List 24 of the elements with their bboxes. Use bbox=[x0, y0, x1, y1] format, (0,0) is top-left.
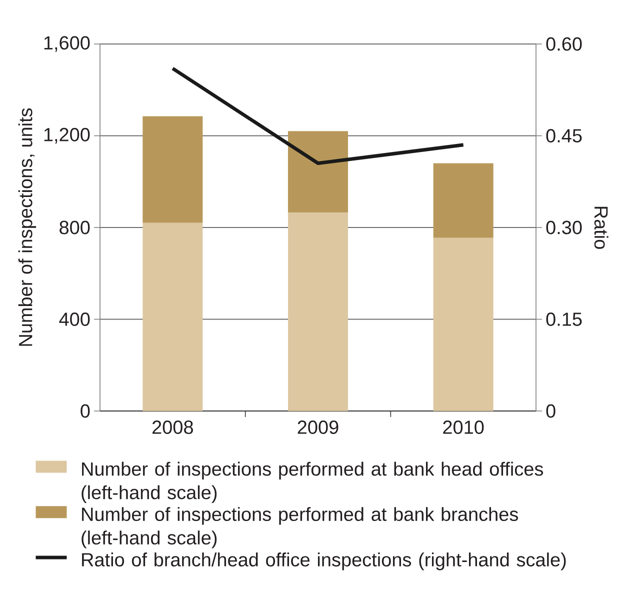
bar bbox=[142, 116, 203, 223]
y2-tick-label: 0.45 bbox=[546, 129, 582, 142]
y-tick-label: 1,600 bbox=[44, 36, 90, 52]
y2-tick-label: 0.60 bbox=[546, 37, 582, 51]
y2-tick-label: 0 bbox=[546, 404, 556, 418]
y2-tick-label: 0.30 bbox=[546, 220, 582, 234]
bar bbox=[433, 238, 494, 411]
y2-axis-title: Ratio bbox=[594, 206, 608, 249]
legend-label: Number of inspections performed at bank branches (left-hand scale) bbox=[82, 507, 518, 548]
bar bbox=[433, 163, 494, 238]
x-tick-label: 2010 bbox=[443, 420, 484, 434]
legend-label: Ratio of branch/head office inspections (right-hand scale) bbox=[82, 552, 566, 570]
y-tick-label: 800 bbox=[60, 220, 90, 234]
bar bbox=[288, 131, 348, 213]
y-axis-title: Number of inspections, units bbox=[18, 108, 36, 346]
x-tick-label: 2009 bbox=[298, 420, 338, 434]
x-tick-label: 2008 bbox=[152, 420, 193, 434]
bar bbox=[142, 222, 203, 411]
legend-label: Number of inspections performed at bank head offices (left-hand scale) bbox=[82, 462, 544, 504]
y-tick-label: 400 bbox=[59, 312, 90, 326]
y2-tick-label: 0.15 bbox=[546, 312, 582, 326]
y-tick-label: 0 bbox=[80, 404, 90, 418]
bar bbox=[288, 212, 348, 411]
y-tick-label: 1,200 bbox=[44, 128, 90, 144]
